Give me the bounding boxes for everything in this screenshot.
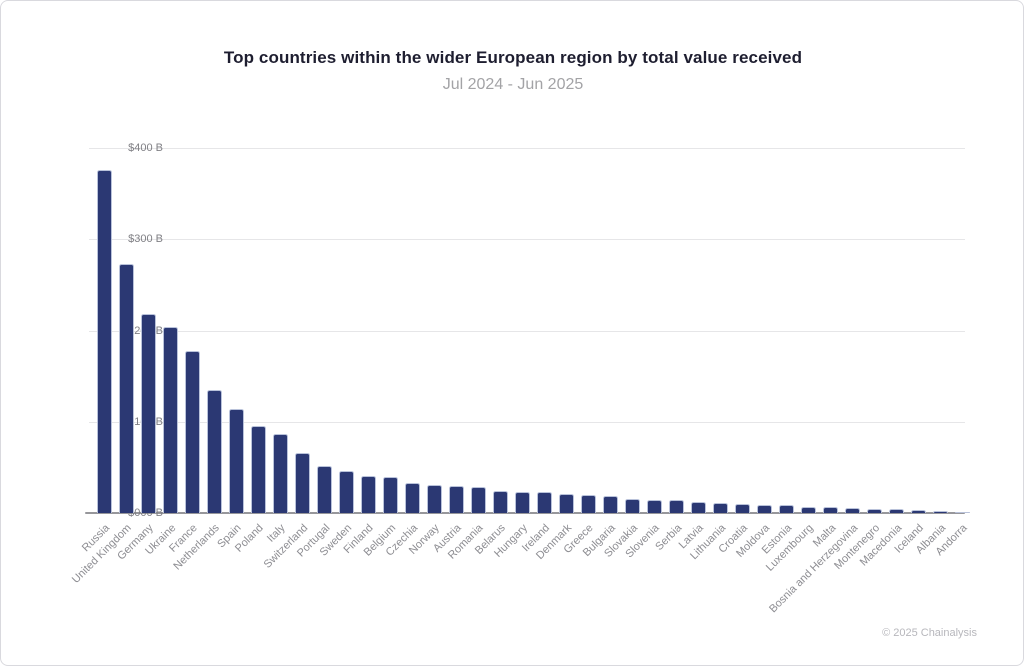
bar-bulgaria: [603, 495, 618, 513]
bar-norway: [427, 484, 442, 513]
gridline: [89, 330, 965, 332]
bar-moldova: [757, 504, 772, 513]
bar-russia: [97, 169, 112, 513]
bar-hungary: [515, 492, 530, 513]
bar-montenegro: [867, 509, 882, 513]
x-axis-line: [85, 512, 965, 514]
gridline: [89, 239, 965, 241]
bar-germany: [141, 314, 156, 513]
bar-italy: [273, 433, 288, 513]
bar-portugal: [317, 465, 332, 513]
bar-united-kingdom: [119, 263, 134, 513]
bar-andorra: [955, 511, 970, 513]
bar-switzerland: [295, 452, 310, 513]
bar-greece: [581, 494, 596, 513]
bar-ukraine: [163, 326, 178, 513]
bar-finland: [361, 475, 376, 513]
bar-estonia: [779, 504, 794, 513]
bar-poland: [251, 426, 266, 513]
bar-macedonia: [889, 509, 904, 513]
bar-denmark: [559, 493, 574, 513]
bar-romania: [471, 486, 486, 513]
bar-netherlands: [207, 389, 222, 513]
bar-serbia: [669, 500, 684, 513]
bar-france: [185, 350, 200, 513]
bar-latvia: [691, 502, 706, 513]
bar-austria: [449, 485, 464, 513]
gridline: [89, 421, 965, 423]
bar-croatia: [735, 503, 750, 513]
chart-title: Top countries within the wider European …: [223, 48, 803, 67]
bar-sweden: [339, 471, 354, 513]
bar-czechia: [405, 482, 420, 513]
bar-slovenia: [647, 500, 662, 513]
y-axis-tick-label: $400 B: [128, 142, 163, 154]
copyright-attribution: © 2025 Chainalysis: [882, 627, 977, 639]
gridline: [89, 148, 965, 149]
bar-belarus: [493, 491, 508, 513]
bar-slovakia: [625, 499, 640, 513]
bar-malta: [823, 506, 838, 513]
bar-ireland: [537, 492, 552, 513]
plot-area: $400 B$300 B$200 B$100 B$000 BRussiaUnit…: [70, 142, 979, 615]
bar-iceland: [911, 510, 926, 513]
bar-belgium: [383, 476, 398, 513]
bar-spain: [229, 408, 244, 513]
bar-luxembourg: [801, 506, 816, 513]
y-axis-tick-label: $300 B: [128, 233, 163, 246]
bar-albania: [933, 511, 948, 513]
bar-lithuania: [713, 502, 728, 513]
bar-bosnia-and-herzegovina: [845, 508, 860, 513]
chart-subtitle: Jul 2024 - Jun 2025: [442, 76, 584, 93]
